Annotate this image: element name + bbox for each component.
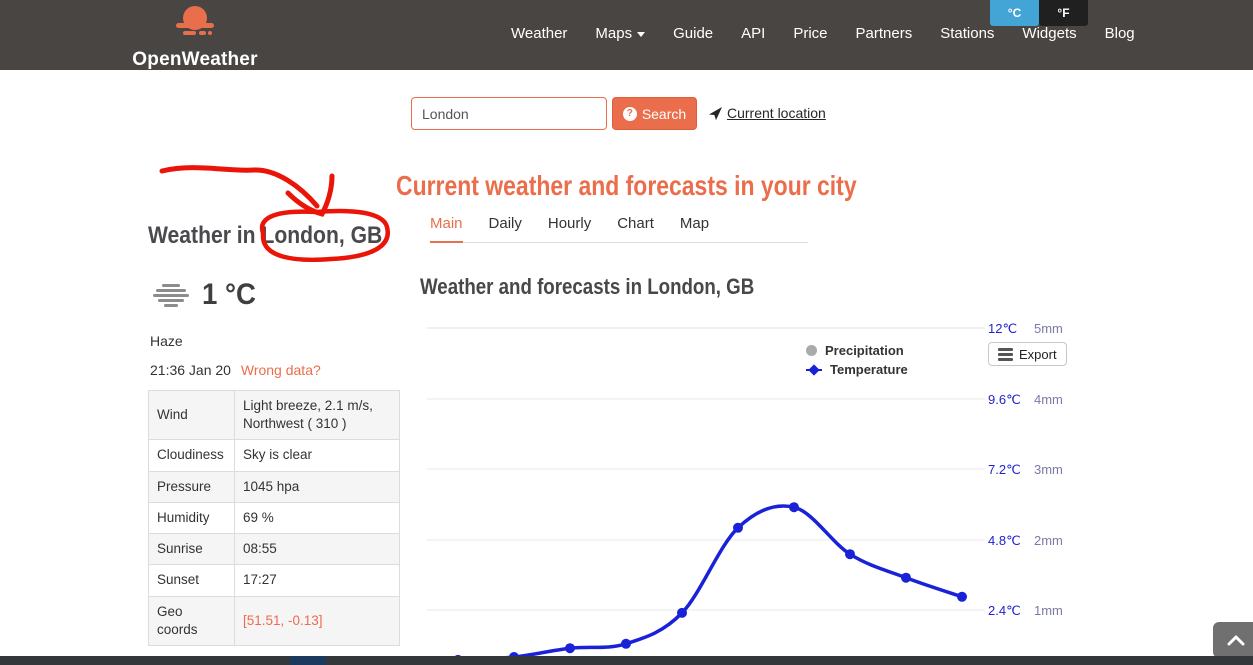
nav-item-partners[interactable]: Partners [855,25,913,42]
observation-time-row: 21:36 Jan 20 Wrong data? [150,362,321,378]
current-temperature-block: 1 °C [152,278,261,312]
nav-item-blog[interactable]: Blog [1104,25,1135,42]
annotation-arrowhead [285,173,335,217]
y-tick-temp: 9.6℃ [988,392,1021,407]
table-row: Wind Light breeze, 2.1 m/s, Northwest ( 3… [148,389,400,441]
y-tick-precip: 3mm [1034,462,1063,477]
location-heading: Weather in London, GB [148,222,383,249]
forecast-tabs: Main Daily Hourly Chart Map [430,215,808,243]
legend-item-precipitation[interactable]: Precipitation [806,341,908,360]
tab-daily[interactable]: Daily [488,215,522,232]
openweather-sun-icon [176,6,214,35]
celsius-toggle-button[interactable]: °C [990,0,1039,26]
location-arrow-icon [708,106,723,120]
y-tick-temp: 7.2℃ [988,462,1021,477]
chart-legend: Precipitation Temperature [806,341,908,379]
temperature-chart-canvas [427,327,985,665]
current-location-link[interactable]: Current location [708,105,826,121]
scroll-to-top-button[interactable] [1213,622,1253,658]
unit-toggle: °C °F [990,0,1088,26]
forecast-chart [425,320,985,665]
annotation-arrow-shaft [159,165,320,209]
y-tick-precip: 1mm [1034,603,1063,618]
nav-item-maps[interactable]: Maps [595,25,646,42]
precipitation-marker-icon [806,345,817,356]
wrong-data-link[interactable]: Wrong data? [240,362,321,378]
y-tick-precip: 2mm [1034,533,1063,548]
tab-hourly[interactable]: Hourly [547,215,592,232]
nav-item-guide[interactable]: Guide [673,25,714,42]
current-temperature: 1 °C [202,278,256,311]
openweather-logo[interactable]: OpenWeather [125,4,265,71]
nav-item-price[interactable]: Price [793,25,828,42]
tab-map[interactable]: Map [679,215,710,232]
export-button[interactable]: Export [988,342,1067,366]
y-tick-precip: 5mm [1034,321,1063,336]
y-tick-temp: 2.4℃ [988,603,1021,618]
legend-item-temperature[interactable]: Temperature [806,360,908,379]
city-search-input[interactable] [411,97,607,130]
tab-main[interactable]: Main [430,215,463,243]
footer-edge [0,656,1253,665]
chevron-up-icon [1227,635,1245,646]
footer-accent [290,656,326,665]
chart-heading: Weather and forecasts in London, GB [420,274,755,299]
y-tick-temp: 4.8℃ [988,533,1021,548]
fahrenheit-toggle-button[interactable]: °F [1039,0,1088,26]
tab-chart[interactable]: Chart [617,215,654,232]
table-row: Sunset 17:27 [148,564,400,597]
observation-time: 21:36 Jan 20 [150,362,231,378]
temperature-data-points [453,502,967,665]
top-navigation-bar: OpenWeather Weather Maps Guide API Price… [0,0,1253,70]
nav-item-widgets[interactable]: Widgets [1022,25,1077,42]
weather-details-table: Wind Light breeze, 2.1 m/s, Northwest ( 3… [148,389,400,646]
brand-name: OpenWeather [132,49,258,70]
geo-coords-link[interactable]: [51.51, -0.13] [243,612,323,628]
table-row: Humidity 69 % [148,501,400,535]
question-circle-icon: ? [622,106,637,121]
page-title: Current weather and forecasts in your ci… [396,170,857,201]
main-nav: Weather Maps Guide API Price Partners St… [511,25,1135,42]
nav-item-stations[interactable]: Stations [940,25,995,42]
table-row: Cloudiness Sky is clear [148,439,400,472]
y-tick-precip: 4mm [1034,392,1063,407]
table-row: Geo coords [51.51, -0.13] [148,595,400,646]
haze-weather-icon [152,283,190,307]
search-button[interactable]: ? Search [612,97,697,130]
y-tick-temp: 12℃ [988,321,1018,336]
temperature-line [456,504,964,662]
table-row: Pressure 1045 hpa [148,470,400,503]
menu-icon [998,347,1013,361]
weather-condition: Haze [150,333,183,349]
chevron-down-icon [637,31,646,37]
temperature-marker-icon [806,364,822,376]
nav-item-api[interactable]: API [741,25,766,42]
nav-item-weather[interactable]: Weather [511,25,568,42]
table-row: Sunrise 08:55 [148,533,400,566]
